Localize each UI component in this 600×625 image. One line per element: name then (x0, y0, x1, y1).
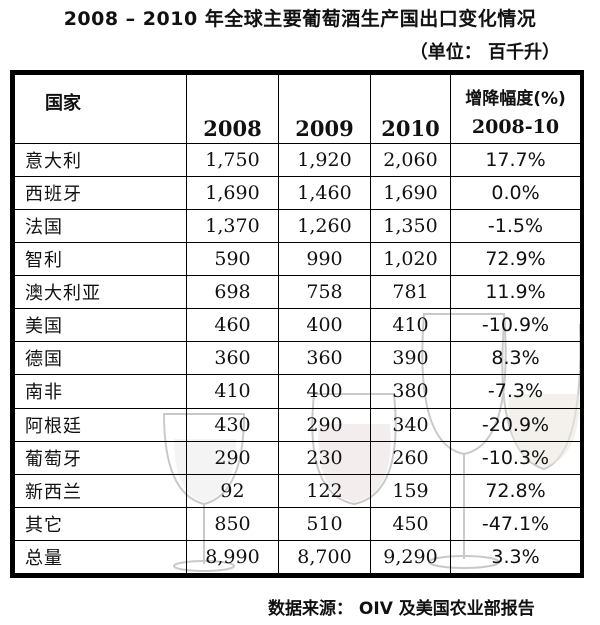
change-cell: 17.7% (450, 142, 580, 178)
country-cell: 澳大利亚 (14, 275, 187, 310)
change-cell: 0.0% (450, 176, 580, 211)
header-country: 国家 (14, 74, 187, 144)
value-2009-cell: 8,700 (278, 539, 371, 574)
value-2008-cell: 410 (186, 374, 279, 409)
value-2010-cell: 781 (370, 275, 451, 310)
country-cell: 葡萄牙 (14, 440, 187, 475)
table-row: 南非 410 400 380 -7.3% (14, 374, 580, 409)
country-cell: 其它 (14, 506, 187, 541)
header-2010: 2010 (370, 74, 451, 144)
value-2009-cell: 400 (278, 374, 371, 409)
country-cell: 阿根廷 (14, 407, 187, 442)
table-row: 总量 8,990 8,700 9,290 3.3% (14, 539, 580, 574)
value-2008-cell: 590 (186, 242, 279, 277)
value-2009-cell: 510 (278, 506, 371, 541)
country-cell: 美国 (14, 308, 187, 343)
value-2009-cell: 1,920 (278, 142, 371, 178)
value-2009-cell: 990 (278, 242, 371, 277)
change-cell: 72.8% (450, 473, 580, 508)
table-row: 澳大利亚 698 758 781 11.9% (14, 275, 580, 310)
value-2009-cell: 400 (278, 308, 371, 343)
header-change-line2: 2008-10 (471, 116, 560, 138)
value-2008-cell: 460 (186, 308, 279, 343)
country-cell: 法国 (14, 209, 187, 244)
value-2010-cell: 410 (370, 308, 451, 343)
value-2010-cell: 1,350 (370, 209, 451, 244)
header-change-line1: 增降幅度(%) (465, 89, 566, 109)
country-cell: 总量 (14, 539, 187, 574)
table-header-row: 国家 2008 2009 2010 增降幅度(%) 2008-10 (14, 74, 580, 144)
change-cell: -20.9% (450, 407, 580, 442)
value-2010-cell: 1,690 (370, 176, 451, 211)
value-2010-cell: 159 (370, 473, 451, 508)
country-cell: 德国 (14, 341, 187, 376)
header-change: 增降幅度(%) 2008-10 (450, 74, 580, 144)
country-cell: 智利 (14, 242, 187, 277)
page-title: 2008 – 2010 年全球主要葡萄酒生产国出口变化情况 (63, 8, 537, 30)
change-cell: -7.3% (450, 374, 580, 409)
change-cell: 11.9% (450, 275, 580, 310)
header-2008: 2008 (186, 74, 279, 144)
value-2010-cell: 390 (370, 341, 451, 376)
value-2009-cell: 290 (278, 407, 371, 442)
value-2009-cell: 122 (278, 473, 371, 508)
value-2009-cell: 230 (278, 440, 371, 475)
value-2010-cell: 1,020 (370, 242, 451, 277)
header-2009: 2009 (278, 74, 371, 144)
change-cell: -1.5% (450, 209, 580, 244)
value-2008-cell: 1,370 (186, 209, 279, 244)
change-cell: 3.3% (450, 539, 580, 574)
export-table: 国家 2008 2009 2010 增降幅度(%) 2008-10 意大利 1,7… (14, 74, 580, 574)
table-row: 德国 360 360 390 8.3% (14, 341, 580, 376)
country-cell: 意大利 (14, 142, 187, 178)
table-row: 美国 460 400 410 -10.9% (14, 308, 580, 343)
value-2009-cell: 1,460 (278, 176, 371, 211)
value-2008-cell: 1,690 (186, 176, 279, 211)
change-cell: 72.9% (450, 242, 580, 277)
value-2010-cell: 340 (370, 407, 451, 442)
value-2008-cell: 360 (186, 341, 279, 376)
table-row: 新西兰 92 122 159 72.8% (14, 473, 580, 508)
export-table-frame: 国家 2008 2009 2010 增降幅度(%) 2008-10 意大利 1,7… (10, 70, 584, 578)
value-2009-cell: 758 (278, 275, 371, 310)
value-2010-cell: 9,290 (370, 539, 451, 574)
country-cell: 新西兰 (14, 473, 187, 508)
value-2009-cell: 1,260 (278, 209, 371, 244)
value-2008-cell: 698 (186, 275, 279, 310)
value-2010-cell: 260 (370, 440, 451, 475)
value-2009-cell: 360 (278, 341, 371, 376)
table-row: 法国 1,370 1,260 1,350 -1.5% (14, 209, 580, 244)
value-2008-cell: 1,750 (186, 142, 279, 178)
value-2008-cell: 92 (186, 473, 279, 508)
value-2008-cell: 430 (186, 407, 279, 442)
table-row: 智利 590 990 1,020 72.9% (14, 242, 580, 277)
value-2008-cell: 290 (186, 440, 279, 475)
unit-label: （单位： 百千升） (409, 42, 560, 63)
table-row: 葡萄牙 290 230 260 -10.3% (14, 440, 580, 475)
table-row: 意大利 1,750 1,920 2,060 17.7% (14, 142, 580, 178)
table-row: 西班牙 1,690 1,460 1,690 0.0% (14, 176, 580, 211)
value-2010-cell: 450 (370, 506, 451, 541)
table-row: 阿根廷 430 290 340 -20.9% (14, 407, 580, 442)
source-note: 数据来源： OIV 及美国农业部报告 (268, 599, 535, 619)
change-cell: 8.3% (450, 341, 580, 376)
value-2010-cell: 2,060 (370, 142, 451, 178)
country-cell: 西班牙 (14, 176, 187, 211)
country-cell: 南非 (14, 374, 187, 409)
value-2008-cell: 850 (186, 506, 279, 541)
value-2008-cell: 8,990 (186, 539, 279, 574)
change-cell: -10.9% (450, 308, 580, 343)
value-2010-cell: 380 (370, 374, 451, 409)
change-cell: -47.1% (450, 506, 580, 541)
table-row: 其它 850 510 450 -47.1% (14, 506, 580, 541)
change-cell: -10.3% (450, 440, 580, 475)
